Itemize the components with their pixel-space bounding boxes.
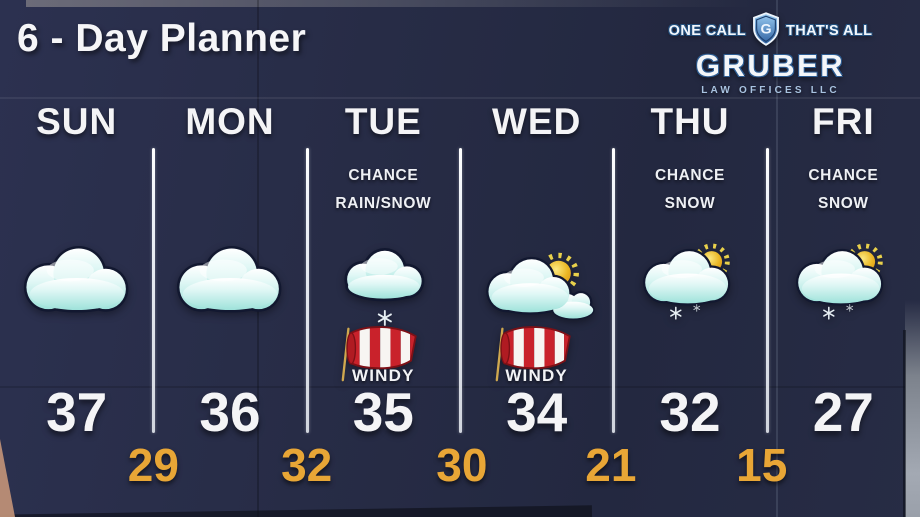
condition-text: CHANCE RAIN/SNOW: [307, 162, 460, 218]
condition-line: CHANCE: [655, 167, 725, 184]
sponsor-logo: ONE CALL G THAT'S ALL GRUBER LAW OFFICES…: [668, 12, 873, 96]
forecast-column-mon: MON 36: [153, 100, 306, 517]
high-temp: 36: [199, 381, 261, 443]
low-temp: 15: [736, 439, 788, 491]
sponsor-subtitle: LAW OFFICES LLC: [701, 85, 840, 96]
forecast-column-fri: FRI CHANCE SNOW 27: [767, 100, 920, 517]
column-divider: [459, 148, 462, 433]
day-label: WED: [491, 101, 582, 142]
condition-text: CHANCE SNOW: [767, 162, 920, 218]
partly-sunny-snow-icon: [787, 242, 899, 323]
condition-line: CHANCE: [808, 167, 879, 184]
high-temp: 37: [46, 381, 108, 443]
condition-line: SNOW: [664, 195, 716, 212]
windy-label: WINDY: [505, 366, 568, 385]
low-temp: 21: [585, 439, 637, 491]
low-temp: 32: [281, 439, 333, 491]
condition-line: CHANCE: [348, 167, 419, 184]
cloudy-icon: [171, 240, 289, 316]
forecast-column-tue: TUE CHANCE RAIN/SNOW WINDY 35: [307, 100, 460, 517]
column-divider: [766, 148, 769, 433]
forecast-column-thu: THU CHANCE SNOW 32: [613, 100, 766, 517]
day-label: FRI: [812, 101, 875, 142]
day-label: SUN: [36, 101, 118, 142]
cloud-snow-icon: [337, 246, 429, 331]
column-divider: [612, 148, 615, 433]
panel-seam: [776, 0, 778, 517]
column-divider: [306, 148, 309, 433]
sponsor-name: GRUBER: [695, 48, 846, 83]
partly-sunny-snow-icon: [634, 242, 746, 323]
studio-edge: [903, 330, 906, 517]
sponsor-tagline-left: ONE CALL: [668, 23, 746, 39]
partly-sunny-icon: [479, 250, 595, 327]
low-temps-row: 29 32 30 21 15: [0, 438, 920, 498]
page-title: 6 - Day Planner: [17, 17, 307, 60]
low-temp: 29: [127, 439, 179, 491]
high-temp: 32: [659, 381, 721, 443]
day-label: THU: [650, 101, 730, 142]
high-temp: 34: [506, 381, 568, 443]
forecast-column-sun: SUN 37: [0, 100, 153, 517]
condition-line: RAIN/SNOW: [335, 195, 432, 212]
low-temp: 30: [436, 439, 488, 491]
high-temp: 35: [352, 381, 414, 443]
panel-seam: [0, 97, 920, 99]
column-divider: [152, 148, 155, 433]
windy-label: WINDY: [351, 366, 415, 385]
day-label: TUE: [344, 101, 422, 142]
shield-letter: G: [760, 22, 771, 38]
condition-text: CHANCE SNOW: [613, 162, 766, 218]
sponsor-tagline-right: THAT'S ALL: [785, 23, 873, 39]
condition-line: SNOW: [818, 195, 869, 212]
cloudy-icon: [18, 240, 136, 316]
shield-logo-icon: G: [753, 12, 779, 46]
day-label: MON: [185, 101, 275, 142]
panel-seam: [26, 0, 756, 7]
forecast-column-wed: WED WINDY 34: [460, 100, 613, 517]
forecast-grid: SUN 37 MON 36 TUE CHANCE RAIN/SNOW WINDY…: [0, 100, 920, 517]
studio-edge: [905, 300, 920, 517]
high-temp: 27: [812, 381, 874, 443]
panel-seam: [257, 0, 259, 517]
